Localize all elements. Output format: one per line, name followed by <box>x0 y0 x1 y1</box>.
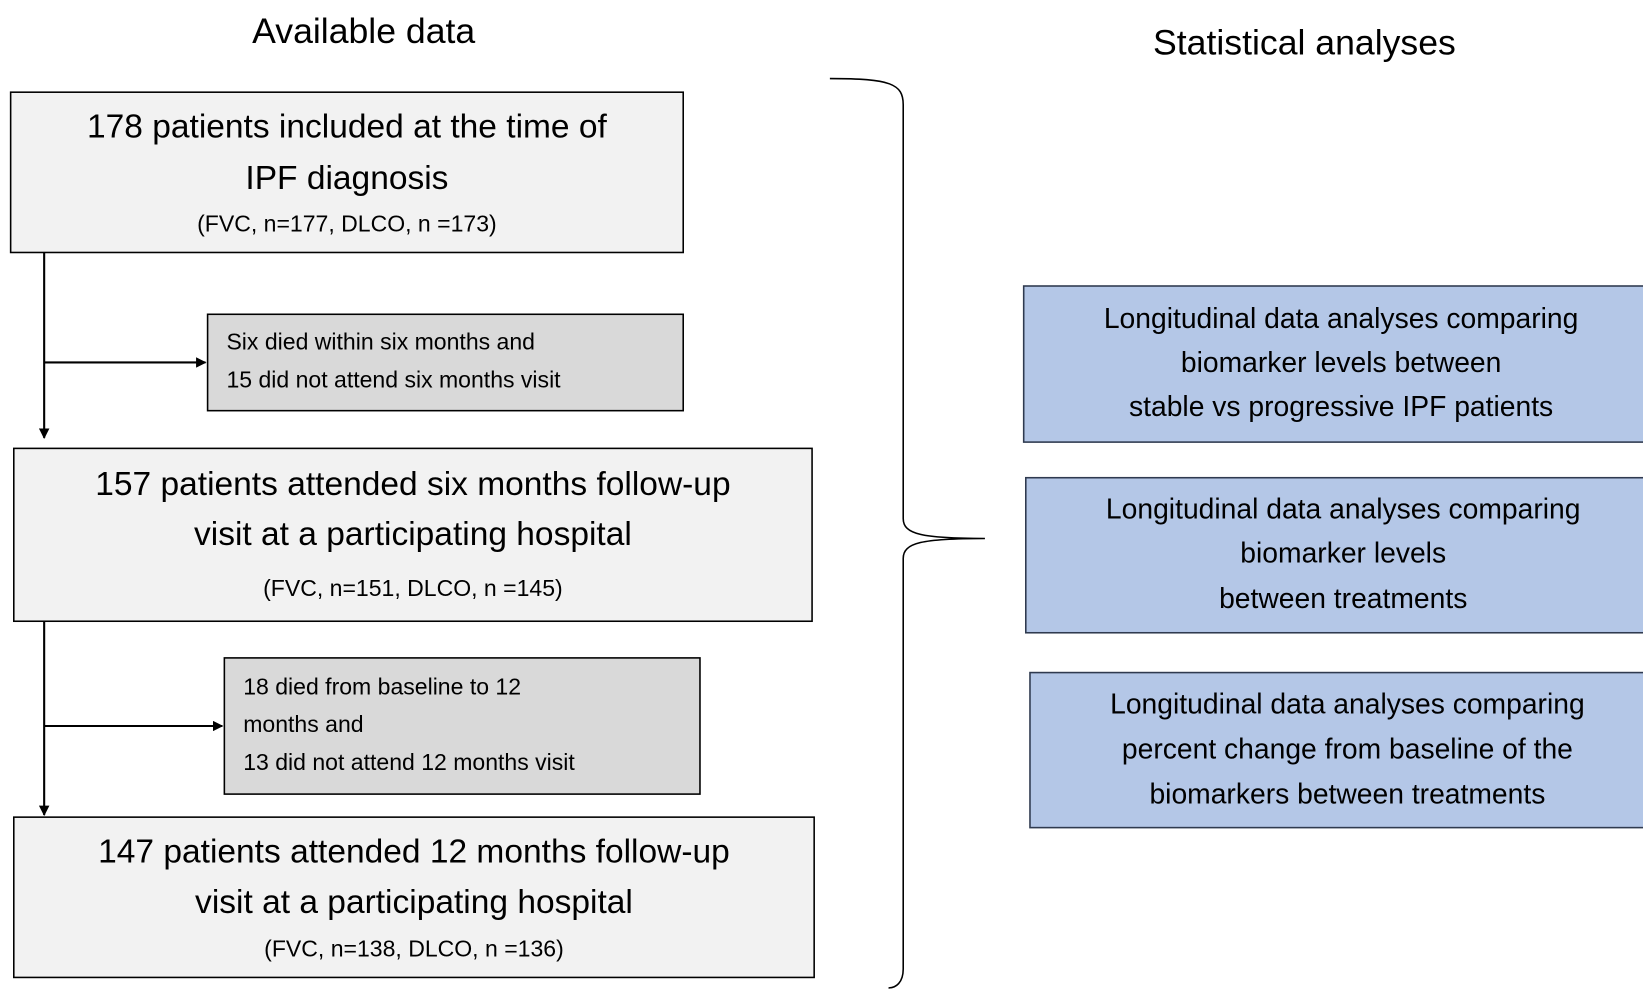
analysis-text: Longitudinal data analyses comparing <box>1110 688 1585 720</box>
right-header: Statistical analyses <box>1153 22 1456 62</box>
connectors <box>38 77 985 989</box>
exclusion-text: months and <box>243 711 363 737</box>
analysis-box <box>1022 285 1643 443</box>
analysis-box <box>1029 671 1643 829</box>
analysis-text: between treatments <box>1219 582 1467 614</box>
analysis-text: percent change from baseline of the <box>1122 733 1573 765</box>
flow-text: visit at a participating hospital <box>195 884 633 921</box>
left-header: Available data <box>252 11 475 51</box>
exclusion-box <box>206 313 684 412</box>
analysis-text: Longitudinal data analyses comparing <box>1104 302 1579 334</box>
flow-box <box>13 816 815 979</box>
flow-text: visit at a participating hospital <box>194 516 632 553</box>
flow-note: (FVC, n=151, DLCO, n =145) <box>263 575 563 601</box>
exclusion-box <box>223 657 701 795</box>
analysis-text: biomarker levels between <box>1181 346 1502 378</box>
brace <box>829 77 985 989</box>
exclusion-text: 18 died from baseline to 12 <box>243 673 521 699</box>
flow-text: IPF diagnosis <box>245 160 448 197</box>
flow-text: 147 patients attended 12 months follow-u… <box>98 834 730 871</box>
exclusion-text: 15 did not attend six months visit <box>226 366 561 392</box>
analysis-text: biomarkers between treatments <box>1149 778 1545 810</box>
flow-note: (FVC, n=177, DLCO, n =173) <box>197 210 497 236</box>
flow-note: (FVC, n=138, DLCO, n =136) <box>264 935 564 961</box>
exclusion-text: 13 did not attend 12 months visit <box>243 749 575 775</box>
flow-text: 178 patients included at the time of <box>87 109 608 146</box>
analysis-text: biomarker levels <box>1240 537 1446 569</box>
flow-text: 157 patients attended six months follow-… <box>95 466 730 503</box>
flow-box <box>12 447 813 623</box>
analysis-text: Longitudinal data analyses comparing <box>1106 493 1581 525</box>
flow-box <box>9 91 684 254</box>
exclusion-text: Six died within six months and <box>226 329 535 355</box>
analysis-text: stable vs progressive IPF patients <box>1129 390 1553 422</box>
analysis-box <box>1025 476 1643 634</box>
